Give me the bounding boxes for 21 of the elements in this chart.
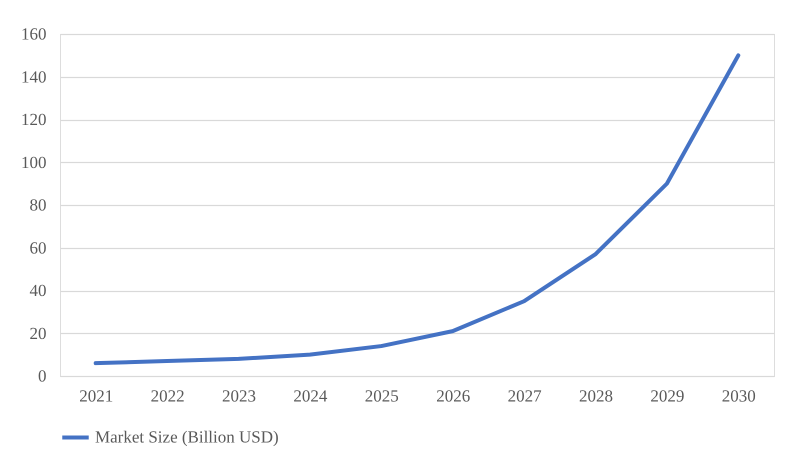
y-tick-label: 80 (30, 196, 46, 214)
x-tick-label: 2024 (293, 386, 328, 406)
x-tick-label: 2025 (364, 386, 399, 406)
x-tick-label: 2030 (722, 386, 756, 406)
y-tick-label: 40 (30, 281, 46, 300)
line-series (94, 53, 740, 366)
legend-label: Market Size (Billion USD) (95, 428, 279, 446)
x-tick-label: 2027 (508, 386, 542, 406)
y-tick-label: 60 (30, 238, 46, 258)
x-tick-label: 2028 (579, 386, 613, 406)
y-tick-label: 120 (21, 110, 46, 129)
y-tick-label: 140 (21, 67, 46, 86)
y-tick-label: 0 (38, 366, 46, 386)
x-tick-label: 2029 (650, 386, 684, 406)
x-tick-label: 2021 (79, 386, 114, 406)
x-tick-label: 2022 (150, 386, 185, 406)
y-tick-label: 100 (21, 152, 46, 172)
x-tick-label: 2026 (436, 386, 470, 406)
y-tick-label: 160 (21, 24, 46, 44)
y-tick-label: 20 (30, 324, 46, 343)
x-tick-label: 2023 (222, 386, 256, 406)
